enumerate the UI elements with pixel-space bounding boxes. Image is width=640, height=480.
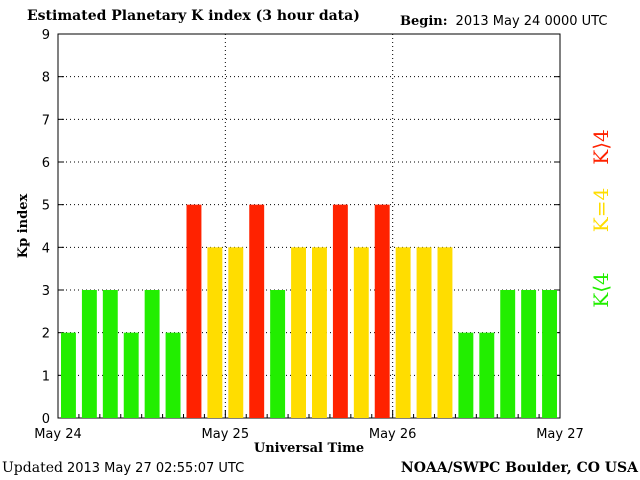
kp-bar <box>123 332 139 418</box>
kp-bar <box>291 247 306 418</box>
y-tick-label: 6 <box>42 156 50 171</box>
begin-label: Begin: <box>400 14 448 29</box>
x-tick-label: May 27 <box>536 427 584 442</box>
kp-bar <box>332 204 348 418</box>
kp-bar <box>144 290 160 418</box>
kp-bar <box>61 332 76 418</box>
y-tick-label: 0 <box>42 412 50 427</box>
kp-bar <box>207 247 223 418</box>
y-tick-label: 7 <box>42 113 50 128</box>
y-tick-label: 1 <box>42 369 50 384</box>
x-tick-label: May 26 <box>369 427 417 442</box>
begin-info: Begin: 2013 May 24 0000 UTC <box>400 14 607 29</box>
kp-bar <box>102 290 118 418</box>
x-tick-label: May 25 <box>202 427 250 442</box>
updated-value: 2013 May 27 02:55:07 UTC <box>66 461 245 476</box>
kp-bar <box>458 332 474 418</box>
kp-bar <box>165 332 181 418</box>
legend-item: K=4 <box>589 188 613 232</box>
y-axis-title: Kp index <box>16 194 31 259</box>
source-credit: NOAA/SWPC Boulder, CO USA <box>400 460 638 476</box>
kp-bar <box>500 290 516 418</box>
kp-bar <box>374 204 390 418</box>
kp-bar <box>542 290 557 418</box>
kp-bar <box>395 247 411 418</box>
y-tick-label: 5 <box>42 199 50 214</box>
kp-bar <box>312 247 327 418</box>
y-tick-label: 9 <box>42 28 50 43</box>
y-tick-label: 2 <box>42 327 50 342</box>
kp-bar <box>249 204 265 418</box>
kp-bar <box>521 290 537 418</box>
y-tick-label: 3 <box>42 284 50 299</box>
kp-bar <box>81 290 97 418</box>
updated-info: Updated 2013 May 27 02:55:07 UTC <box>2 460 244 476</box>
x-axis-title: Universal Time <box>254 441 364 456</box>
kp-bar <box>353 247 369 418</box>
plot-frame <box>57 33 561 419</box>
legend-item: K⟨4 <box>589 272 613 307</box>
x-tick-label: May 24 <box>34 427 82 442</box>
y-tick-label: 4 <box>42 241 50 256</box>
kp-bar <box>228 247 244 418</box>
kp-bar <box>186 204 202 418</box>
y-tick-label: 8 <box>42 71 50 86</box>
updated-label: Updated <box>2 460 63 476</box>
kp-bar <box>270 290 286 418</box>
kp-bar <box>416 247 432 418</box>
kp-bar <box>437 247 453 418</box>
legend-item: K⟩4 <box>589 129 613 164</box>
kp-bar <box>479 332 495 418</box>
begin-value: 2013 May 24 0000 UTC <box>455 14 608 29</box>
chart-title: Estimated Planetary K index (3 hour data… <box>27 8 360 24</box>
